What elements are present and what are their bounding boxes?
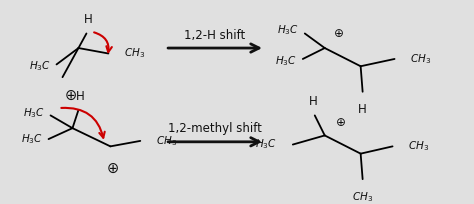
Text: $\oplus$: $\oplus$ [64, 88, 77, 103]
Text: H: H [309, 95, 317, 108]
Text: $H_3C$: $H_3C$ [277, 23, 299, 37]
Text: $H_3C$: $H_3C$ [23, 107, 45, 121]
Text: 1,2-methyl shift: 1,2-methyl shift [168, 122, 262, 135]
Text: $CH_3$: $CH_3$ [124, 47, 146, 60]
Text: $CH_3$: $CH_3$ [352, 190, 373, 204]
Text: $H_3C$: $H_3C$ [28, 59, 51, 73]
Text: $CH_3$: $CH_3$ [156, 134, 177, 148]
Text: $\oplus$: $\oplus$ [106, 161, 119, 176]
Text: $\oplus$: $\oplus$ [335, 116, 346, 129]
Text: H: H [358, 103, 367, 116]
Text: $CH_3$: $CH_3$ [409, 140, 429, 153]
Text: $\oplus$: $\oplus$ [333, 27, 344, 40]
Text: $H_3C$: $H_3C$ [255, 138, 277, 151]
Text: 1,2-H shift: 1,2-H shift [184, 29, 246, 42]
Text: $CH_3$: $CH_3$ [410, 52, 432, 66]
Text: H: H [84, 13, 93, 26]
Text: $H_3C$: $H_3C$ [21, 132, 43, 146]
Text: $H_3C$: $H_3C$ [275, 54, 297, 68]
Text: H: H [76, 90, 85, 103]
